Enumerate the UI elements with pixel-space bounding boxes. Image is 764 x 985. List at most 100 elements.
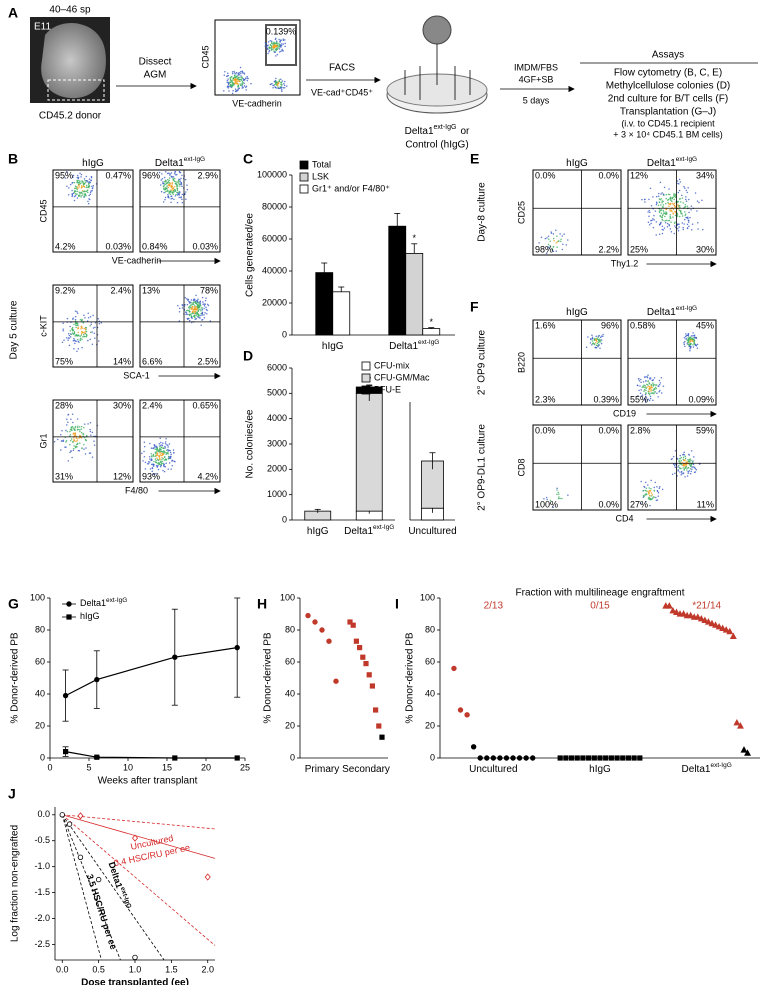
dot bbox=[98, 322, 101, 325]
point bbox=[726, 627, 734, 635]
dot bbox=[169, 451, 172, 454]
point bbox=[477, 755, 483, 761]
dot bbox=[674, 194, 677, 197]
dot bbox=[665, 219, 667, 222]
dot bbox=[74, 445, 77, 448]
dot bbox=[678, 178, 681, 181]
dot bbox=[597, 335, 600, 337]
dot bbox=[167, 448, 169, 451]
dot bbox=[174, 180, 176, 183]
dot bbox=[688, 470, 691, 472]
dot bbox=[176, 194, 179, 196]
dot bbox=[198, 314, 200, 316]
dot bbox=[274, 48, 277, 51]
dot bbox=[82, 331, 84, 334]
category-label: Delta1ext-IgG bbox=[389, 339, 439, 351]
dot bbox=[686, 227, 689, 230]
dot bbox=[551, 248, 554, 250]
panel-label: G bbox=[8, 596, 19, 612]
dot bbox=[190, 306, 192, 309]
dot bbox=[661, 232, 664, 235]
dot bbox=[186, 313, 189, 315]
category-label-base: Uncultured bbox=[408, 526, 456, 537]
dot bbox=[90, 176, 93, 179]
dot bbox=[73, 347, 75, 350]
dot bbox=[690, 465, 692, 468]
dot bbox=[689, 338, 691, 341]
dot bbox=[168, 462, 171, 464]
dot bbox=[673, 464, 676, 467]
dot bbox=[191, 317, 193, 319]
dot bbox=[237, 74, 240, 76]
dot bbox=[75, 322, 77, 325]
dot bbox=[159, 444, 161, 447]
dot bbox=[144, 468, 147, 470]
quadrant-percent: 12% bbox=[630, 170, 648, 180]
dot bbox=[559, 497, 561, 500]
dot bbox=[277, 42, 279, 45]
dot bbox=[177, 304, 179, 307]
dot bbox=[80, 428, 83, 430]
dot bbox=[662, 229, 664, 231]
dot bbox=[229, 81, 232, 84]
point bbox=[457, 707, 464, 713]
dot bbox=[67, 339, 69, 341]
dot bbox=[88, 194, 90, 197]
dot bbox=[275, 83, 277, 85]
dot bbox=[677, 191, 680, 194]
dot bbox=[661, 206, 664, 208]
dot bbox=[71, 193, 73, 196]
dot bbox=[204, 312, 206, 314]
dot bbox=[89, 421, 92, 424]
dot bbox=[186, 184, 188, 186]
dot bbox=[83, 443, 85, 446]
dot bbox=[655, 221, 658, 223]
dot bbox=[152, 464, 155, 466]
dot bbox=[181, 307, 184, 309]
dot bbox=[71, 326, 74, 329]
dot bbox=[654, 481, 656, 484]
dot bbox=[148, 455, 151, 458]
dot bbox=[275, 55, 277, 57]
dot bbox=[233, 70, 235, 73]
dot bbox=[690, 459, 692, 462]
dot bbox=[74, 187, 76, 190]
dot bbox=[84, 453, 87, 455]
dot bbox=[273, 44, 276, 47]
dot bbox=[85, 186, 87, 189]
y-tick-label: 20 bbox=[35, 720, 45, 730]
assay: Flow cytometry (B, C, E) bbox=[614, 68, 722, 79]
dot bbox=[654, 391, 657, 393]
dot bbox=[644, 489, 647, 492]
dot bbox=[87, 317, 90, 319]
category-label-base: Uncultured bbox=[469, 764, 517, 775]
point bbox=[697, 614, 705, 622]
annotation: Delta1ext-IgG bbox=[106, 860, 132, 910]
dot bbox=[80, 330, 83, 333]
dot bbox=[74, 195, 77, 197]
dot bbox=[647, 497, 650, 500]
dot bbox=[194, 305, 197, 308]
dot bbox=[181, 201, 184, 204]
point bbox=[625, 755, 632, 761]
side-label: Day-8 culture bbox=[477, 182, 488, 242]
dot bbox=[74, 310, 77, 312]
dot bbox=[234, 88, 237, 90]
dot bbox=[560, 240, 562, 243]
step-label: 5 days bbox=[523, 95, 550, 105]
dot bbox=[682, 202, 684, 204]
dot bbox=[74, 192, 77, 195]
dot bbox=[693, 334, 696, 336]
dot bbox=[196, 303, 198, 306]
dot bbox=[204, 299, 207, 302]
dot bbox=[155, 472, 157, 475]
legend-label: BFU-E bbox=[374, 384, 401, 394]
quadrant-percent: 13% bbox=[142, 285, 160, 295]
dot bbox=[655, 384, 658, 386]
dot bbox=[680, 456, 683, 459]
dot bbox=[75, 340, 77, 343]
dot bbox=[265, 46, 268, 48]
significance: * bbox=[429, 317, 433, 327]
dot bbox=[552, 237, 555, 240]
dot bbox=[665, 197, 667, 200]
